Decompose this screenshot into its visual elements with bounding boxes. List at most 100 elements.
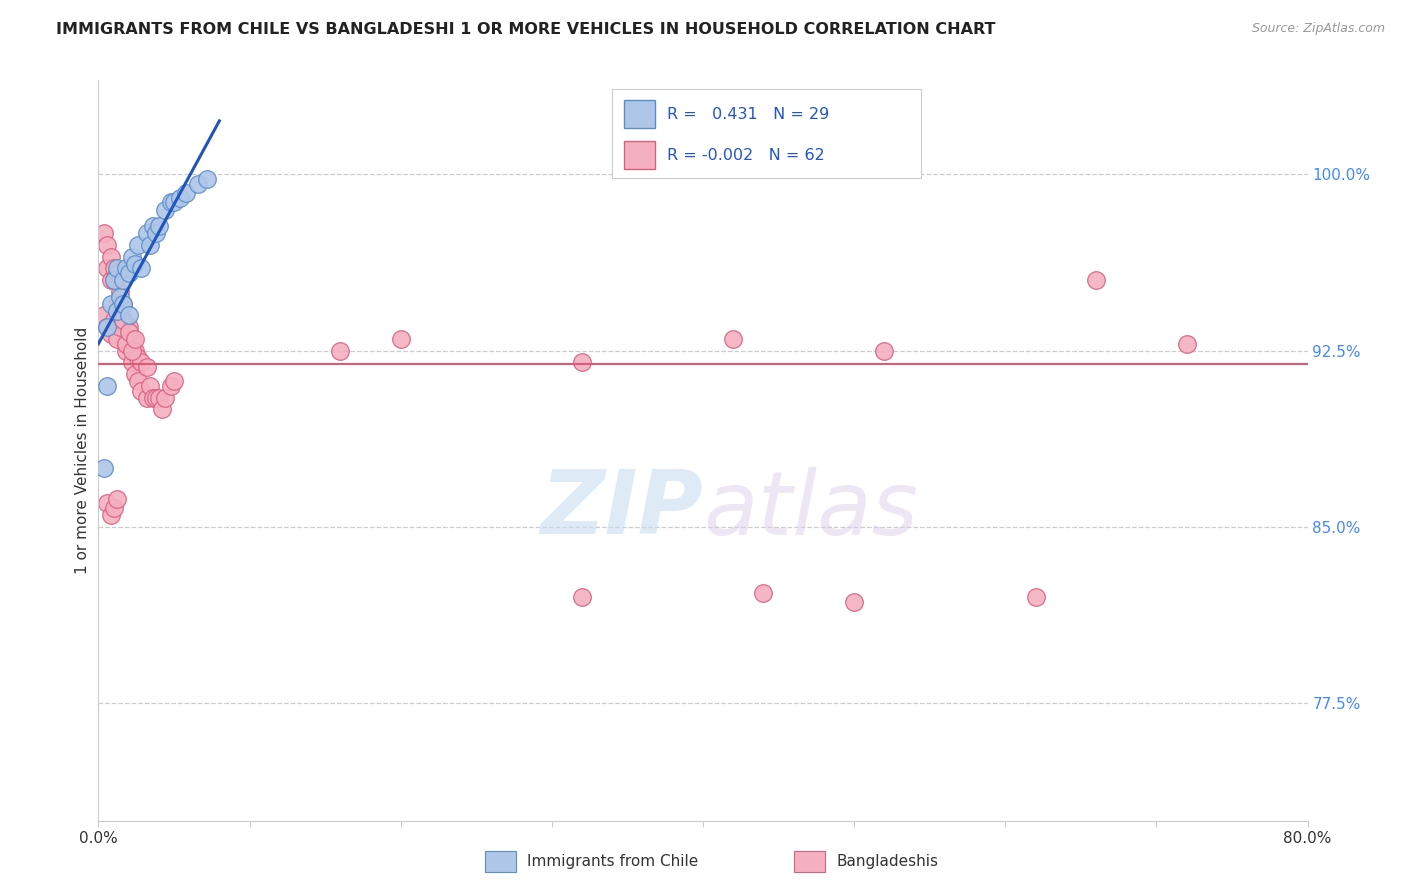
Point bbox=[118, 266, 141, 280]
Point bbox=[118, 320, 141, 334]
Point bbox=[127, 351, 149, 365]
Point bbox=[129, 261, 152, 276]
Text: IMMIGRANTS FROM CHILE VS BANGLADESHI 1 OR MORE VEHICLES IN HOUSEHOLD CORRELATION: IMMIGRANTS FROM CHILE VS BANGLADESHI 1 O… bbox=[56, 22, 995, 37]
Point bbox=[127, 374, 149, 388]
Point bbox=[187, 177, 209, 191]
Point bbox=[108, 285, 131, 299]
Point bbox=[153, 391, 176, 405]
Point bbox=[103, 313, 125, 327]
Y-axis label: 1 or more Vehicles in Household: 1 or more Vehicles in Household bbox=[75, 326, 90, 574]
Point bbox=[1024, 591, 1046, 605]
Point bbox=[96, 320, 118, 334]
Point bbox=[329, 343, 352, 358]
Point bbox=[105, 261, 128, 276]
Point bbox=[114, 261, 136, 276]
Point bbox=[873, 343, 896, 358]
Point bbox=[163, 195, 186, 210]
Point bbox=[118, 336, 141, 351]
Point bbox=[111, 296, 134, 310]
Text: R =   0.431   N = 29: R = 0.431 N = 29 bbox=[668, 107, 830, 121]
Point bbox=[111, 296, 134, 310]
Point bbox=[96, 320, 118, 334]
Point bbox=[100, 273, 122, 287]
Point bbox=[195, 172, 218, 186]
Point bbox=[571, 355, 593, 369]
Point bbox=[145, 226, 167, 240]
Point bbox=[142, 391, 165, 405]
Point bbox=[118, 308, 141, 322]
Point bbox=[93, 461, 115, 475]
Point bbox=[93, 226, 115, 240]
Point bbox=[103, 273, 125, 287]
Point bbox=[108, 320, 131, 334]
Text: ZIP: ZIP bbox=[540, 467, 703, 553]
Point bbox=[121, 355, 143, 369]
Point bbox=[163, 374, 186, 388]
Point bbox=[844, 595, 866, 609]
Text: Immigrants from Chile: Immigrants from Chile bbox=[527, 855, 699, 869]
Point bbox=[105, 332, 128, 346]
Point bbox=[114, 336, 136, 351]
Point bbox=[124, 332, 146, 346]
Point bbox=[145, 391, 167, 405]
Point bbox=[121, 343, 143, 358]
Point bbox=[108, 289, 131, 303]
Point bbox=[135, 359, 157, 374]
Point bbox=[121, 332, 143, 346]
Point bbox=[100, 508, 122, 522]
Point bbox=[105, 303, 128, 318]
Point bbox=[105, 296, 128, 310]
Point bbox=[118, 325, 141, 339]
Point bbox=[103, 273, 125, 287]
FancyBboxPatch shape bbox=[624, 141, 655, 169]
Point bbox=[96, 237, 118, 252]
Point bbox=[135, 391, 157, 405]
Point bbox=[108, 308, 131, 322]
Point bbox=[124, 257, 146, 271]
Point bbox=[160, 379, 183, 393]
Point bbox=[150, 402, 173, 417]
Point bbox=[124, 367, 146, 381]
Text: Bangladeshis: Bangladeshis bbox=[837, 855, 939, 869]
Point bbox=[752, 585, 775, 599]
Point bbox=[139, 379, 162, 393]
Point bbox=[129, 355, 152, 369]
FancyBboxPatch shape bbox=[624, 100, 655, 128]
Point bbox=[105, 491, 128, 506]
Point bbox=[723, 332, 745, 346]
Point bbox=[111, 313, 134, 327]
Point bbox=[114, 343, 136, 358]
Point bbox=[127, 237, 149, 252]
Point bbox=[129, 384, 152, 398]
Point bbox=[114, 320, 136, 334]
Point bbox=[571, 591, 593, 605]
Point bbox=[105, 266, 128, 280]
Point bbox=[93, 308, 115, 322]
Point bbox=[148, 219, 170, 233]
Point bbox=[103, 501, 125, 516]
Point bbox=[1175, 336, 1198, 351]
Point bbox=[139, 237, 162, 252]
Point bbox=[142, 219, 165, 233]
Point bbox=[100, 296, 122, 310]
Point bbox=[169, 191, 191, 205]
Point bbox=[124, 343, 146, 358]
Point bbox=[111, 273, 134, 287]
Point bbox=[1085, 273, 1108, 287]
Point bbox=[100, 250, 122, 264]
Text: Source: ZipAtlas.com: Source: ZipAtlas.com bbox=[1251, 22, 1385, 36]
Point bbox=[96, 379, 118, 393]
Point bbox=[96, 496, 118, 510]
Point bbox=[96, 261, 118, 276]
Point bbox=[103, 261, 125, 276]
Point bbox=[135, 226, 157, 240]
Point bbox=[111, 320, 134, 334]
Point bbox=[121, 250, 143, 264]
Point bbox=[148, 391, 170, 405]
Text: R = -0.002   N = 62: R = -0.002 N = 62 bbox=[668, 148, 825, 162]
Point bbox=[160, 195, 183, 210]
Point bbox=[111, 332, 134, 346]
Point bbox=[389, 332, 412, 346]
Point bbox=[174, 186, 197, 200]
Point bbox=[153, 202, 176, 217]
